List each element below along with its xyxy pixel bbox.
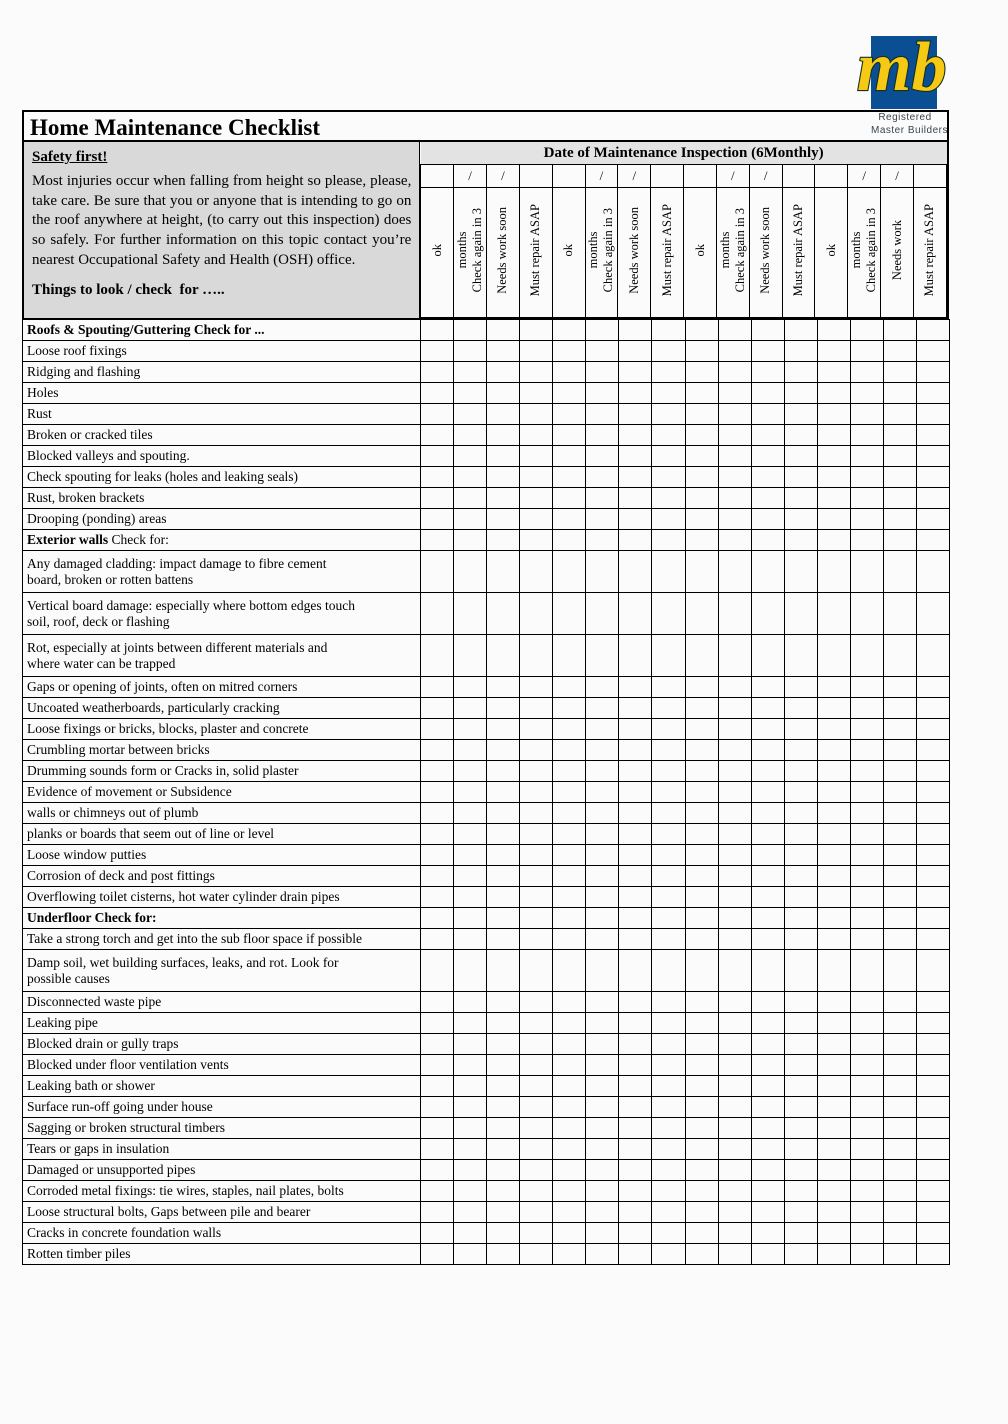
svg-text:mb: mb bbox=[857, 29, 946, 106]
